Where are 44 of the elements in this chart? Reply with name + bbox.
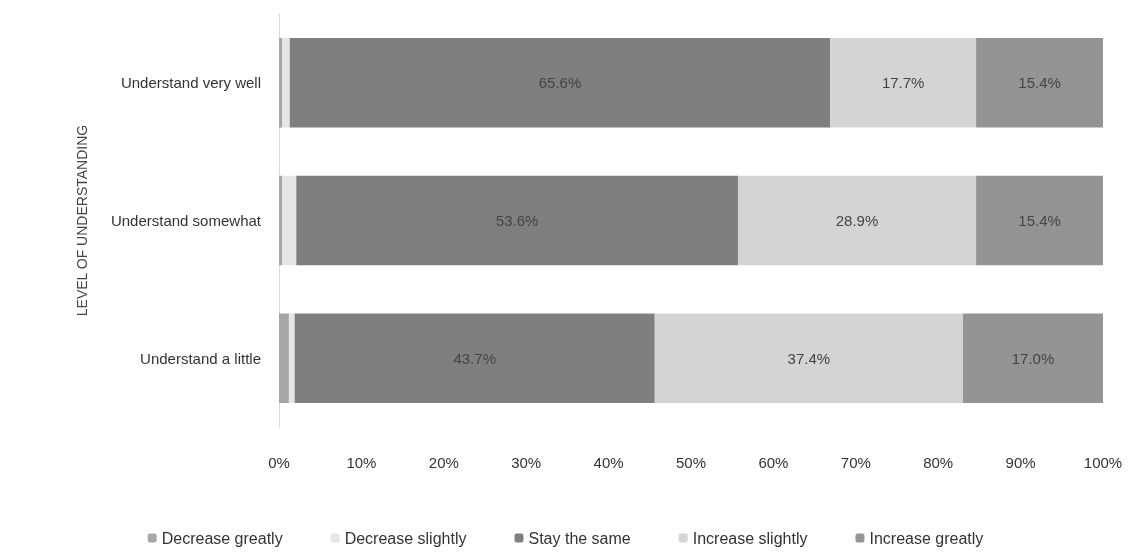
data-label: 43.7%	[453, 349, 496, 367]
y-tick-label: Understand somewhat	[110, 212, 262, 229]
bar	[737, 175, 977, 266]
bar	[282, 175, 297, 266]
x-tick-label: 70%	[840, 454, 871, 471]
bar	[282, 38, 290, 128]
x-tick-label: 80%	[923, 454, 954, 471]
bar	[288, 313, 295, 403]
bar	[976, 175, 1103, 266]
data-label: 15.4%	[1018, 74, 1061, 92]
y-tick-label: Understand a little	[140, 349, 261, 367]
x-tick-label: 10%	[346, 454, 377, 471]
bar	[976, 38, 1103, 128]
x-tick-label: 100%	[1083, 454, 1123, 471]
bar	[294, 313, 655, 403]
data-label: 37.4%	[787, 349, 831, 367]
bar	[279, 38, 283, 128]
y-tick-label: Understand very well	[120, 74, 261, 92]
x-tick-label: 50%	[675, 454, 707, 471]
x-tick-label: 30%	[511, 454, 542, 471]
x-tick-label: 60%	[758, 454, 789, 471]
x-tick-label: 40%	[593, 454, 624, 471]
x-tick-label: 90%	[1005, 454, 1036, 471]
data-label: 17.7%	[881, 74, 925, 92]
legend-label: Increase slightly	[692, 529, 808, 547]
data-label: 28.9%	[835, 212, 879, 229]
bar	[279, 313, 289, 403]
x-tick-label: 0%	[268, 454, 290, 471]
x-tick-label: 20%	[428, 454, 459, 471]
data-label: 15.4%	[1018, 212, 1061, 229]
bar	[279, 175, 283, 266]
y-axis-title: LEVEL OF UNDERSTANDING	[74, 124, 90, 317]
bar	[962, 313, 1103, 403]
bar	[296, 175, 738, 266]
legend-label: Decrease greatly	[161, 529, 283, 547]
data-label: 65.6%	[538, 74, 582, 92]
data-label: 53.6%	[495, 212, 539, 229]
bar	[830, 38, 977, 128]
bar	[654, 313, 963, 403]
data-label: 17.0%	[1011, 349, 1055, 367]
legend-label: Increase greatly	[869, 529, 984, 547]
legend-label: Stay the same	[528, 529, 631, 547]
legend-label: Decrease slightly	[344, 529, 467, 547]
bar	[289, 38, 831, 128]
